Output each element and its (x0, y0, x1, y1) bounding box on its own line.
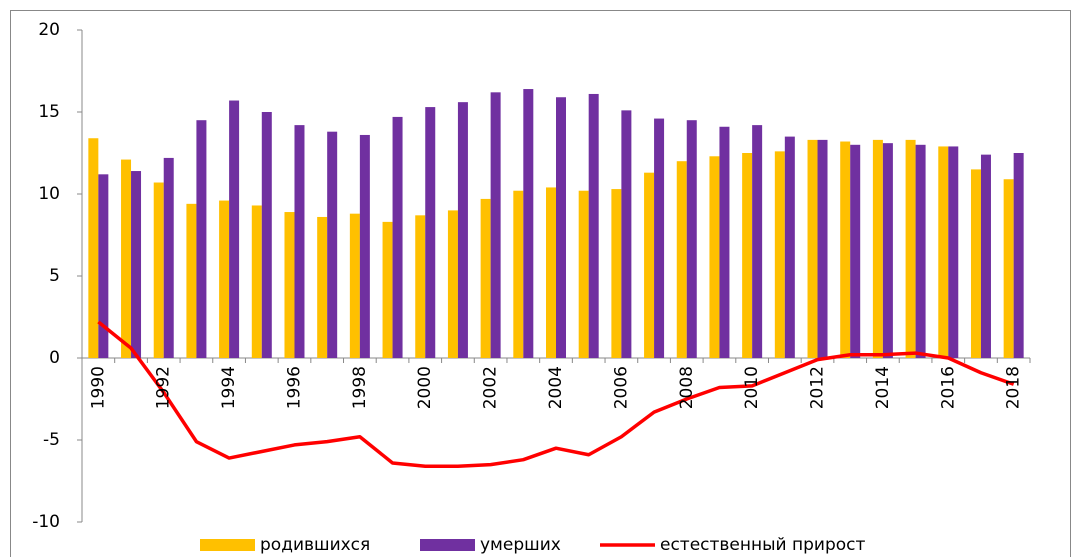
x-tick-label: 2018 (1004, 366, 1024, 409)
bar (415, 215, 426, 358)
legend-label: родившихся (260, 535, 370, 555)
bar (970, 169, 981, 358)
bar (556, 97, 566, 359)
bar (915, 144, 926, 358)
bar (621, 110, 632, 358)
bar (317, 216, 328, 358)
bar (425, 107, 436, 358)
x-tick-label: 2006 (611, 366, 631, 409)
x-tick-label: 2010 (742, 366, 762, 409)
bar (905, 139, 916, 358)
bar (840, 141, 851, 358)
bar (349, 213, 360, 358)
bar (153, 182, 164, 358)
y-tick-label: 15 (38, 102, 60, 122)
x-tick-label: 2014 (873, 366, 893, 409)
bar (284, 212, 295, 358)
bar (611, 189, 622, 358)
bar (742, 153, 753, 358)
bar (686, 120, 697, 358)
bar (980, 154, 991, 358)
bar (817, 139, 828, 358)
x-tick-label: 2000 (415, 366, 435, 409)
y-tick-label: 0 (49, 348, 60, 368)
line (97, 320, 1015, 468)
y-tick-label: 20 (38, 20, 60, 40)
bar (480, 198, 491, 358)
y-tick-label: 5 (49, 266, 60, 286)
x-tick-label: 1990 (88, 366, 108, 409)
bar (457, 102, 468, 358)
bar (447, 210, 458, 358)
bar (872, 139, 883, 358)
bar (644, 172, 655, 358)
x-tick-label: 2004 (546, 366, 566, 409)
bar (261, 112, 272, 358)
bar (359, 134, 370, 358)
bar (513, 190, 524, 358)
legend-swatch (420, 539, 475, 551)
x-tick-label: 1998 (350, 366, 370, 409)
y-tick-label: -5 (43, 430, 60, 450)
bar (588, 93, 599, 359)
bar (850, 144, 861, 358)
bar (882, 143, 893, 358)
bar (784, 136, 795, 358)
bar (219, 200, 230, 358)
bar (938, 146, 949, 358)
bar (523, 89, 534, 358)
bar (1003, 179, 1014, 358)
y-tick-label: -10 (32, 512, 60, 532)
bar (382, 221, 393, 358)
legend-label: естественный прирост (660, 535, 865, 555)
bar (251, 205, 262, 358)
bar (1013, 153, 1024, 358)
x-tick-label: 1992 (154, 366, 174, 409)
bar (807, 139, 818, 358)
bar (327, 131, 338, 358)
x-tick-label: 1996 (284, 366, 304, 409)
bar (186, 203, 197, 358)
bar (948, 146, 959, 358)
bar (676, 161, 687, 358)
legend-swatch (200, 539, 255, 551)
x-tick-label: 2012 (808, 366, 828, 409)
x-tick-label: 2016 (938, 366, 958, 409)
bar (392, 116, 403, 358)
bar (98, 174, 109, 358)
bar (294, 125, 305, 359)
x-tick-label: 1994 (219, 366, 239, 409)
bar (654, 118, 665, 358)
bar (88, 138, 99, 358)
legend-label: умерших (480, 535, 561, 555)
bar (196, 120, 207, 358)
bar (774, 151, 785, 358)
bar (578, 190, 589, 358)
bar (546, 187, 556, 358)
bar (163, 157, 174, 358)
bar (709, 156, 720, 358)
x-tick-label: 2002 (481, 366, 501, 409)
bar (490, 92, 501, 358)
bar (121, 159, 132, 358)
bar (719, 126, 730, 358)
bar (229, 100, 240, 359)
y-tick-label: 10 (38, 184, 60, 204)
bar (752, 125, 763, 359)
x-tick-label: 2008 (677, 366, 697, 409)
bar (131, 171, 142, 358)
